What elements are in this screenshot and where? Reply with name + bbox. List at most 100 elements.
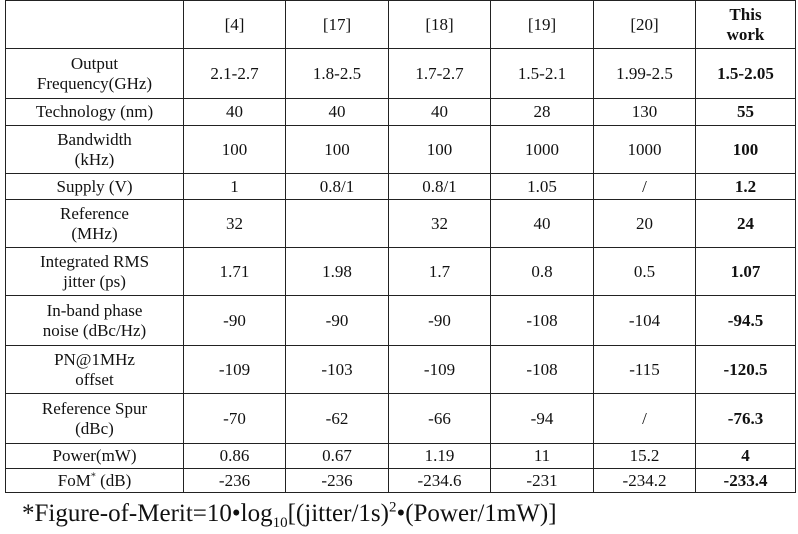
- row-label: Integrated RMS jitter (ps): [5, 247, 184, 296]
- table-cell: 1.7: [388, 247, 491, 296]
- cell-text: 40: [533, 213, 551, 233]
- cell-text: 1.8-2.5: [312, 63, 362, 83]
- table-row: Supply (V) 1 0.8/1 0.8/1 1.05 / 1.2: [5, 173, 796, 200]
- table-cell: 1.2: [695, 173, 796, 200]
- cell-text: 0.8/1: [319, 176, 355, 196]
- table-cell: 100: [183, 125, 286, 174]
- cell-text: 1.19: [424, 446, 455, 465]
- row-label-text: (dBc): [75, 418, 114, 438]
- table-cell: -108: [490, 345, 594, 394]
- cell-text: 1.5-2.05: [717, 63, 774, 83]
- cell-text: -66: [428, 408, 451, 428]
- table-cell: 40: [285, 98, 389, 126]
- header-text: [19]: [527, 14, 557, 34]
- cell-text: 1.7-2.7: [415, 63, 464, 83]
- footnote-sup: 2: [388, 499, 397, 516]
- header-cell: [18]: [388, 0, 491, 49]
- table-cell: /: [593, 393, 696, 444]
- cell-text: 100: [324, 139, 350, 159]
- cell-text: 1.7: [428, 261, 451, 281]
- cell-text: 40: [226, 102, 243, 121]
- row-label-text: Power(mW): [52, 446, 137, 465]
- table-cell: 1.07: [695, 247, 796, 296]
- footnote: *Figure-of-Merit=10•log10[(jitter/1s)2•(…: [22, 499, 557, 531]
- header-cell: [5, 0, 184, 49]
- cell-text: -76.3: [727, 408, 764, 428]
- table-cell: 100: [388, 125, 491, 174]
- table-cell: 0.5: [593, 247, 696, 296]
- header-cell: [17]: [285, 0, 389, 49]
- table-row: FoM* (dB) -236 -236 -234.6 -231 -234.2 -233.4: [5, 468, 796, 493]
- header-row: [4] [17] [18] [19] [20] This work: [5, 0, 796, 49]
- cell-text: 1: [230, 176, 239, 196]
- cell-text: 1000: [627, 139, 662, 159]
- table-cell: 1.5-2.1: [490, 48, 594, 99]
- cell-text: 1.99-2.5: [616, 63, 673, 83]
- table-cell: /: [593, 173, 696, 200]
- table-cell: 32: [183, 199, 286, 248]
- row-label: Bandwidth (kHz): [5, 125, 184, 174]
- cell-text: 100: [732, 139, 759, 159]
- cell-text: -70: [223, 408, 246, 428]
- row-label: FoM* (dB): [5, 468, 184, 493]
- table-cell: -233.4: [695, 468, 796, 493]
- table-row: Technology (nm) 40 40 40 28 130 55: [5, 98, 796, 126]
- table-row: Output Frequency(GHz) 2.1-2.7 1.8-2.5 1.7-2.…: [5, 48, 796, 99]
- cell-text: 24: [737, 213, 754, 233]
- table-cell: 0.86: [183, 443, 286, 469]
- table-cell: -231: [490, 468, 594, 493]
- row-label-text: (kHz): [74, 149, 115, 169]
- row-label-text: Integrated RMS: [39, 251, 150, 271]
- row-label-text: Reference Spur: [41, 398, 148, 418]
- row-label-text: (MHz): [71, 223, 118, 243]
- cell-text: -236: [321, 470, 353, 490]
- cell-text: 1000: [525, 139, 559, 159]
- cell-text: -109: [423, 359, 456, 379]
- table-cell: 20: [593, 199, 696, 248]
- table-cell: 1.19: [388, 443, 491, 469]
- cell-text: -231: [526, 470, 558, 490]
- table-cell: -120.5: [695, 345, 796, 394]
- cell-text: 0.8/1: [422, 176, 457, 196]
- table-cell: -62: [285, 393, 389, 444]
- cell-text: 1.07: [730, 261, 761, 281]
- table-row: In-band phase noise (dBc/Hz) -90 -90 -90 -108…: [5, 295, 796, 346]
- table-cell: 1.7-2.7: [388, 48, 491, 99]
- row-label-text: Frequency(GHz): [36, 73, 153, 93]
- table-row: Reference Spur (dBc) -70 -62 -66 -94 / -76.3: [5, 393, 796, 444]
- table-cell: 1.8-2.5: [285, 48, 389, 99]
- cell-text: 130: [631, 102, 658, 121]
- table-cell: -104: [593, 295, 696, 346]
- table-cell: -66: [388, 393, 491, 444]
- row-label: In-band phase noise (dBc/Hz): [5, 295, 184, 346]
- header-cell: [20]: [593, 0, 696, 49]
- cell-text: -109: [218, 359, 251, 379]
- header-text: This: [729, 4, 762, 24]
- cell-text: -90: [223, 310, 246, 330]
- cell-text: -90: [325, 310, 349, 330]
- cell-text: -108: [526, 310, 558, 330]
- row-label: Supply (V): [5, 173, 184, 200]
- table-cell: 2.1-2.7: [183, 48, 286, 99]
- table-cell: -115: [593, 345, 696, 394]
- cell-text: 1.2: [734, 176, 757, 196]
- cell-text: 1.5-2.1: [517, 63, 567, 83]
- table-row: Power(mW) 0.86 0.67 1.19 11 15.2 4: [5, 443, 796, 469]
- table-cell: 1: [183, 173, 286, 200]
- table-cell: -234.2: [593, 468, 696, 493]
- table-cell: 32: [388, 199, 491, 248]
- table-cell: 100: [285, 125, 389, 174]
- row-label: Power(mW): [5, 443, 184, 469]
- cell-text: -104: [628, 310, 661, 330]
- table-cell: 1.98: [285, 247, 389, 296]
- table-cell: -236: [183, 468, 286, 493]
- cell-text: -234.6: [417, 470, 462, 490]
- row-label-text: noise (dBc/Hz): [42, 320, 147, 340]
- cell-text: -90: [428, 310, 451, 330]
- header-text: [18]: [425, 14, 454, 34]
- row-label: Reference Spur (dBc): [5, 393, 184, 444]
- table-cell: 40: [183, 98, 286, 126]
- cell-text: -233.4: [723, 470, 768, 490]
- table-row: Integrated RMS jitter (ps) 1.71 1.98 1.7 0.8 0…: [5, 247, 796, 296]
